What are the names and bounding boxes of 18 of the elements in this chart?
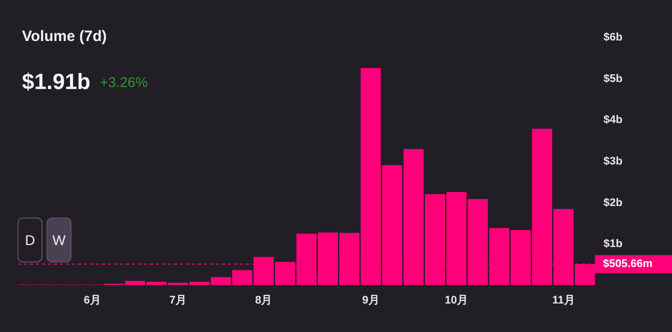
x-tick-label: 8月 <box>255 294 272 306</box>
text: $1.91b <box>22 69 90 94</box>
x-tick-label: 6月 <box>84 294 101 306</box>
y-tick-label: $5b <box>604 72 623 85</box>
chart-title: Volume (7d) <box>22 28 107 45</box>
annotation: +3.26% <box>100 74 148 90</box>
x-tick-label: 11月 <box>552 294 575 306</box>
y-tick-label: $1b <box>604 238 623 250</box>
y-tick-label: $2b <box>604 196 623 209</box>
x-tick-label: 9月 <box>362 294 380 306</box>
x-tick-label: 7月 <box>169 294 187 306</box>
y-tick-label: $4b <box>604 114 623 126</box>
x-tick-label: 10月 <box>444 294 468 306</box>
annotation: W <box>52 232 66 248</box>
y-tick-label: $6b <box>604 32 623 44</box>
ref-line-label: $505.66m <box>603 258 653 270</box>
y-tick-label: $3b <box>604 156 623 168</box>
annotation: D <box>24 232 36 248</box>
